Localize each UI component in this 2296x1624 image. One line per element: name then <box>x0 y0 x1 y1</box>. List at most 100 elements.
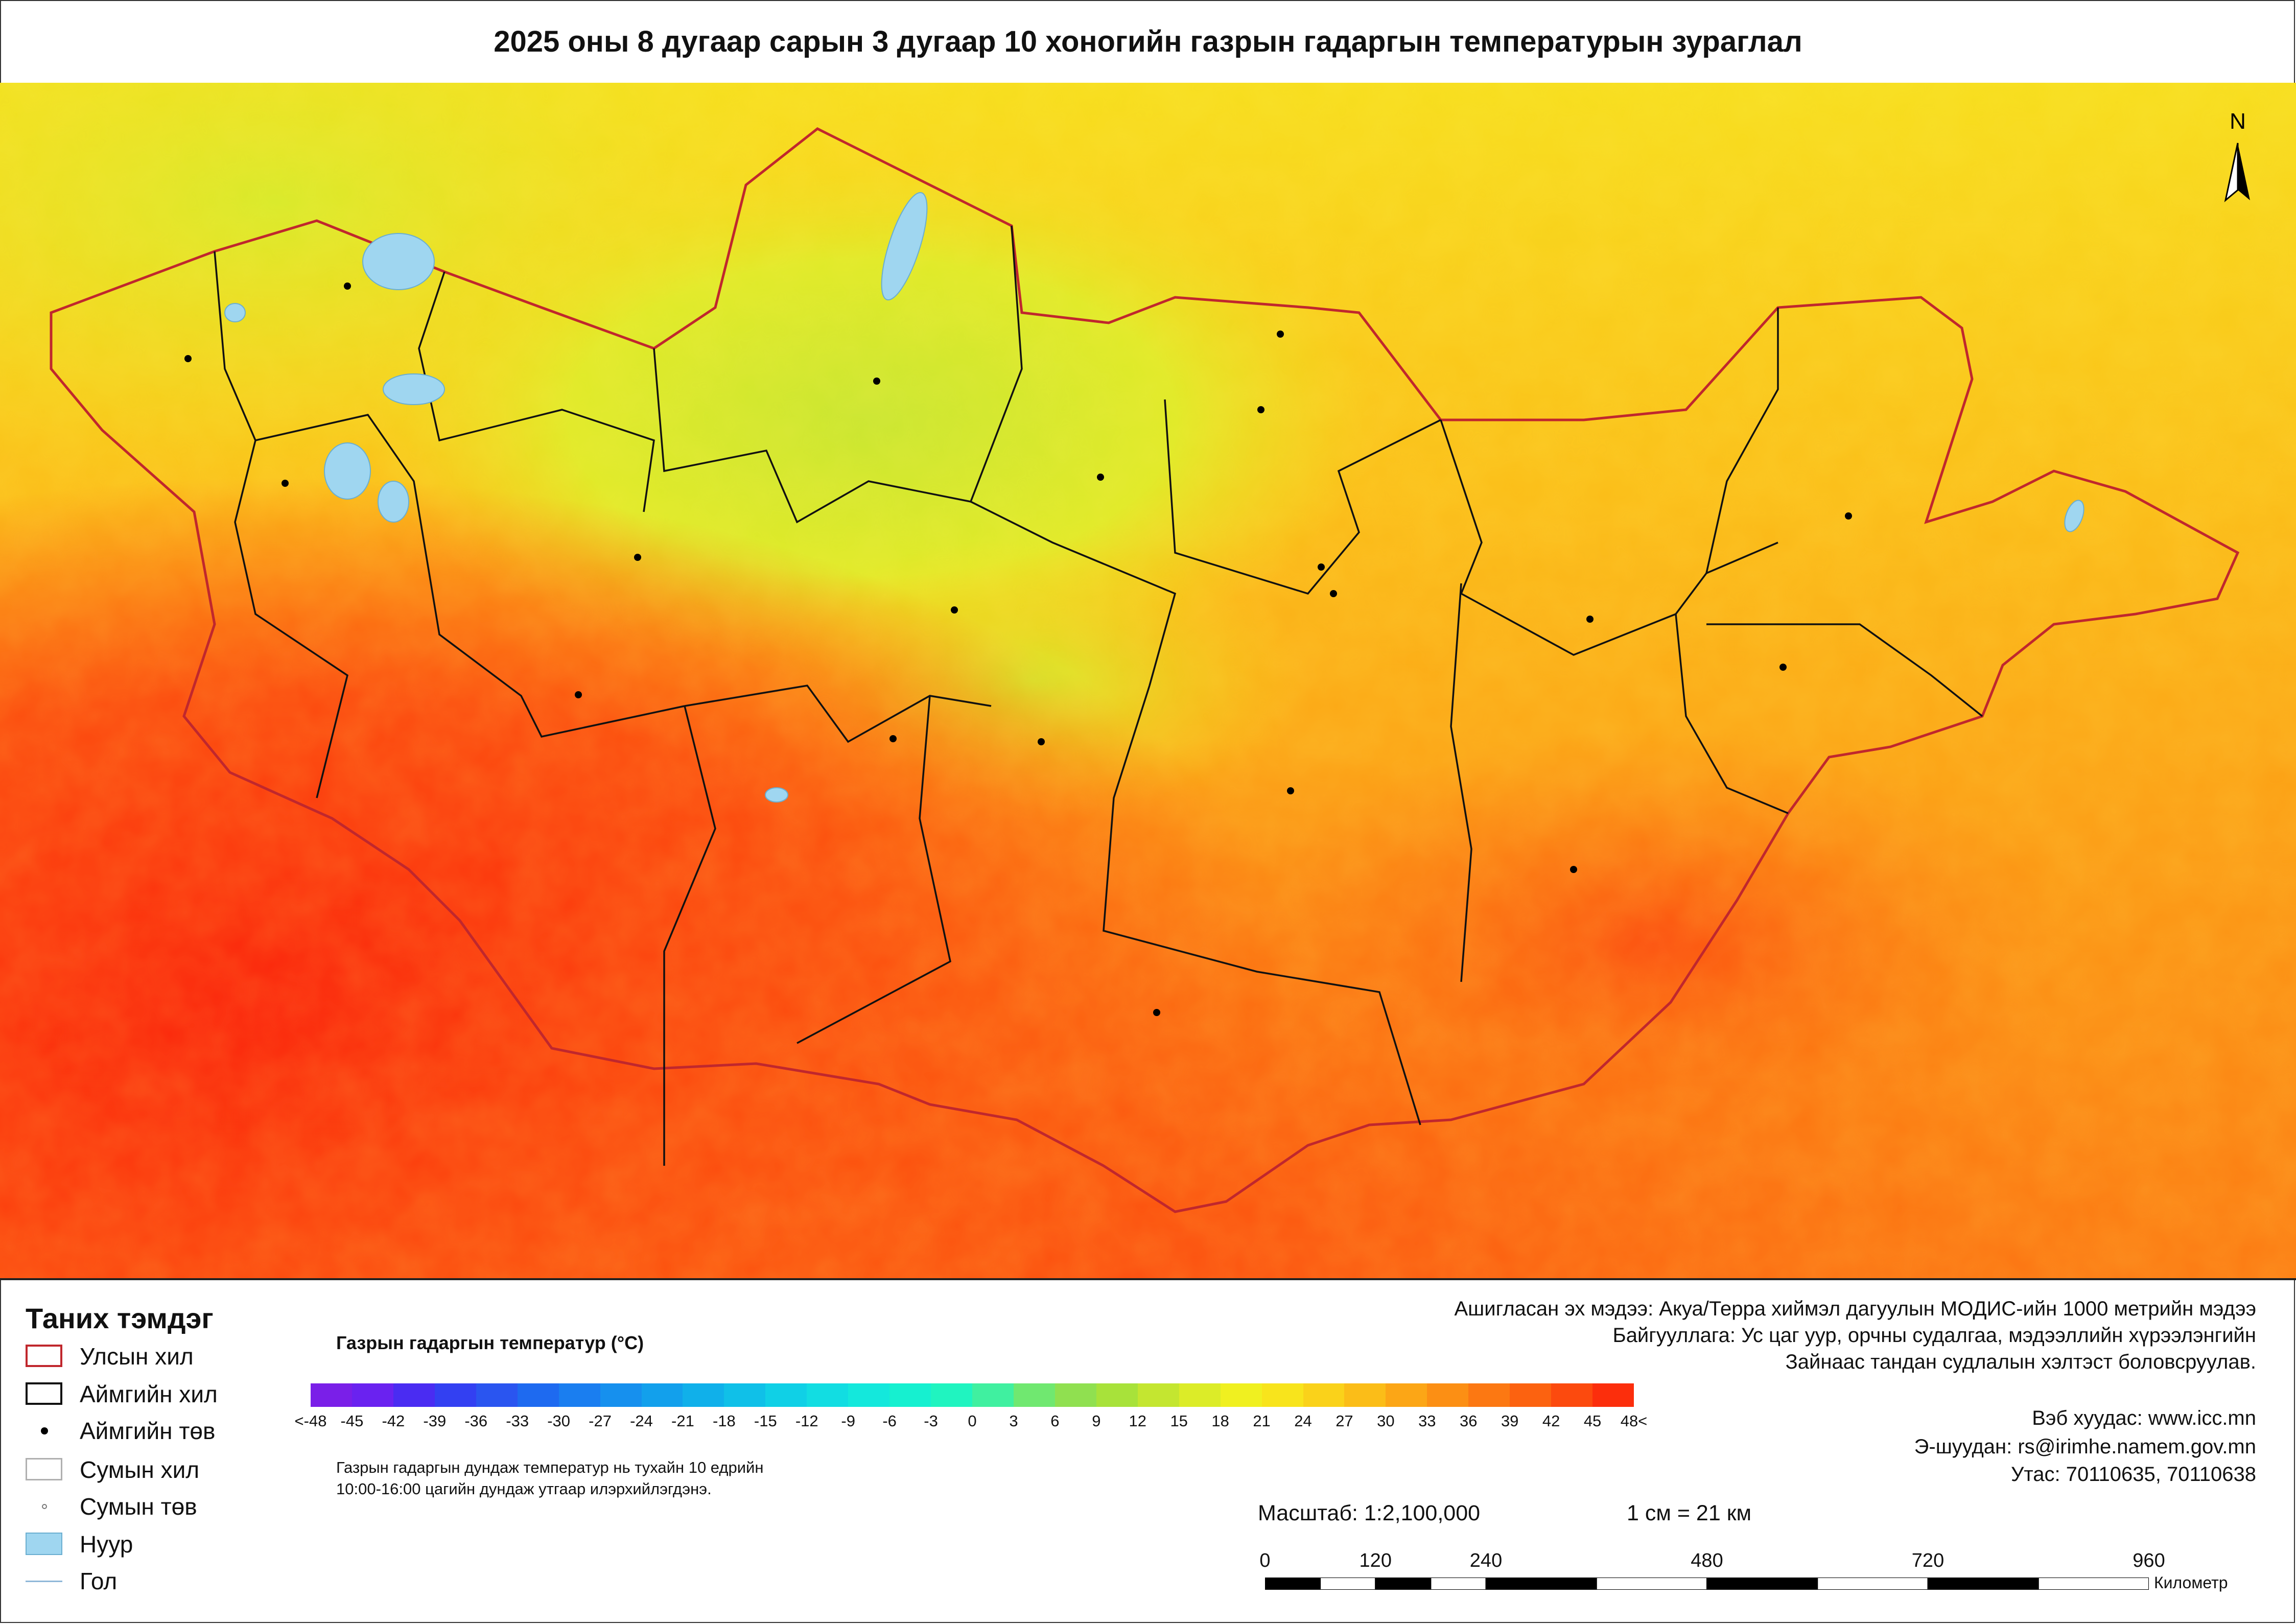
scale-bar <box>1265 1578 2149 1590</box>
ramp-cell <box>724 1383 766 1407</box>
ramp-label: 24 <box>1294 1412 1312 1430</box>
scale-tick-label: 120 <box>1359 1550 1392 1571</box>
scale-segment <box>1375 1578 1432 1590</box>
map-bottom-edge <box>0 1278 2296 1280</box>
river-icon <box>26 1581 62 1582</box>
ramp-cell <box>434 1383 476 1407</box>
ramp-cell <box>641 1383 683 1407</box>
temperature-map: N <box>0 83 2296 1278</box>
source-line-3: Зайнаас тандан судлалын хэлтэст боловсру… <box>1785 1351 2256 1373</box>
ramp-cell <box>517 1383 559 1407</box>
ramp-label: <-48 <box>294 1412 327 1430</box>
ramp-label: 6 <box>1050 1412 1060 1430</box>
source-line-1: Ашигласан эх мэдээ: Акуа/Терра хиймэл да… <box>1454 1298 2257 1320</box>
lake-orog <box>765 787 788 803</box>
ramp-cell <box>1137 1383 1179 1407</box>
ramp-label: 45 <box>1583 1412 1602 1430</box>
source-line-2: Байгууллага: Ус цаг уур, орчны судалгаа,… <box>1612 1324 2256 1347</box>
ramp-label: 3 <box>1009 1412 1018 1430</box>
ramp-label: 30 <box>1377 1412 1395 1430</box>
ramp-cell <box>1055 1383 1096 1407</box>
lake-achit <box>224 303 246 322</box>
ramp-label: -21 <box>671 1412 694 1430</box>
ramp-label: -27 <box>589 1412 612 1430</box>
legend-label: Аймгийн төв <box>80 1418 216 1444</box>
ramp-label: -15 <box>754 1412 777 1430</box>
ramp-label: -39 <box>423 1412 447 1430</box>
scale-segment <box>1265 1578 1321 1590</box>
lake-uvs <box>362 233 435 290</box>
ramp-cell <box>889 1383 931 1407</box>
scale-segment <box>1485 1578 1597 1590</box>
ramp-label: 33 <box>1418 1412 1436 1430</box>
national-border-icon <box>26 1345 62 1367</box>
scale-tick-label: 0 <box>1259 1550 1271 1571</box>
ramp-cell <box>1468 1383 1510 1407</box>
ramp-label: 48< <box>1620 1412 1648 1430</box>
ramp-label: 12 <box>1129 1412 1146 1430</box>
scale-segment <box>1927 1578 2039 1590</box>
legend-title: Таних тэмдэг <box>26 1302 214 1334</box>
ramp-cell <box>1261 1383 1303 1407</box>
scale-segment <box>1706 1578 1818 1590</box>
ramp-label: -45 <box>340 1412 364 1430</box>
legend-label: Гол <box>80 1568 118 1594</box>
ramp-label: 27 <box>1336 1412 1353 1430</box>
scale-segment <box>1596 1578 1707 1590</box>
province-border-icon <box>26 1382 62 1405</box>
province-center-icon <box>41 1427 48 1434</box>
scale-segment <box>1817 1578 1929 1590</box>
note-line-2: 10:00-16:00 цагийн дундаж утгаар илэрхий… <box>336 1480 712 1498</box>
color-ramp-labels: <-48 -45 -42 -39 -36 -33 -30 -27 -24 -21 -18 -15 -12… <box>295 1412 1648 1432</box>
ramp-label: -12 <box>795 1412 818 1430</box>
color-ramp-title: Газрын гадаргын температур (°C) <box>336 1332 644 1353</box>
ramp-cell <box>683 1383 724 1407</box>
legend-item-district-border: Сумын хил <box>26 1454 291 1485</box>
legend-label: Нуур <box>80 1531 133 1558</box>
scale-segment <box>1430 1578 1487 1590</box>
ramp-label: 18 <box>1211 1412 1229 1430</box>
province-borders <box>214 225 1983 1166</box>
ramp-label: -33 <box>506 1412 529 1430</box>
ramp-label: -42 <box>382 1412 405 1430</box>
province-centers <box>184 283 1852 1016</box>
lake-buir <box>2064 500 2084 532</box>
lakes <box>224 192 2084 803</box>
ramp-label: -24 <box>630 1412 653 1430</box>
ramp-cell <box>1344 1383 1386 1407</box>
map-title: 2025 оны 8 дугаар сарын 3 дугаар 10 хоно… <box>494 25 1802 58</box>
ramp-cell <box>1386 1383 1427 1407</box>
lake-khar <box>378 481 409 523</box>
ramp-cell <box>931 1383 972 1407</box>
ramp-label: -3 <box>924 1412 938 1430</box>
scale-cm: 1 см = 21 км <box>1627 1501 1752 1525</box>
ramp-label: 0 <box>968 1412 977 1430</box>
ramp-cell <box>558 1383 600 1407</box>
ramp-cell <box>848 1383 890 1407</box>
color-ramp-note: Газрын гадаргын дундаж температур нь тух… <box>336 1457 763 1500</box>
ramp-label: 36 <box>1460 1412 1478 1430</box>
scale-unit: Километр <box>2154 1573 2228 1592</box>
scale-segment <box>1320 1578 1376 1590</box>
ramp-cell <box>476 1383 518 1407</box>
color-ramp <box>311 1383 1634 1407</box>
legend-item-lake: Нуур <box>26 1528 291 1559</box>
ramp-cell <box>352 1383 393 1407</box>
ramp-label: 15 <box>1170 1412 1188 1430</box>
north-arrow: N <box>2224 109 2250 202</box>
ramp-label: 9 <box>1092 1412 1101 1430</box>
ramp-cell <box>311 1383 352 1407</box>
website-text[interactable]: Вэб хуудас: www.icc.mn <box>2032 1407 2256 1429</box>
scale-tick-label: 480 <box>1691 1550 1723 1571</box>
ramp-label: -9 <box>841 1412 855 1430</box>
scale-ratio: Масштаб: 1:2,100,000 <box>1258 1501 1481 1525</box>
ramp-label: 21 <box>1253 1412 1271 1430</box>
ramp-cell <box>1551 1383 1593 1407</box>
ramp-label: -30 <box>547 1412 571 1430</box>
ramp-cell <box>807 1383 849 1407</box>
north-label: N <box>2230 109 2246 134</box>
district-border-icon <box>26 1458 62 1480</box>
ramp-cell <box>1220 1383 1262 1407</box>
ramp-cell <box>600 1383 642 1407</box>
email-text[interactable]: Э-шуудан: rs@irimhe.namem.gov.mn <box>1914 1435 2256 1458</box>
